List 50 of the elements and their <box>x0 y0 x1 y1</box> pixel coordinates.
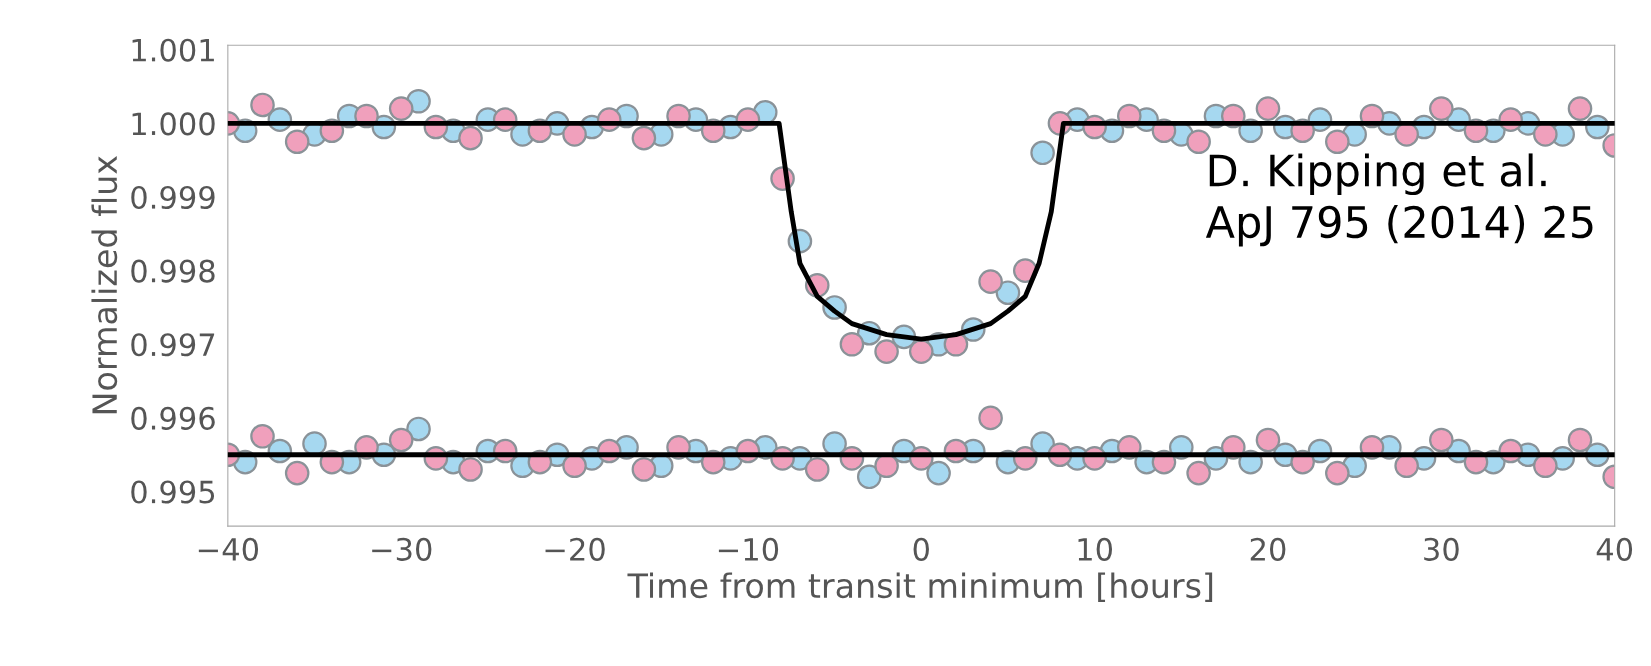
point <box>250 92 275 118</box>
point <box>978 269 1003 294</box>
point <box>284 129 310 155</box>
point <box>908 339 934 364</box>
point <box>839 331 865 357</box>
point <box>250 424 275 449</box>
point <box>995 280 1021 306</box>
point <box>388 96 414 121</box>
x-tick-label: −10 <box>718 537 779 561</box>
point <box>631 457 657 482</box>
y-tick-label: 0.997 <box>131 333 215 357</box>
x-axis-title: Time from transit minimum [hours] <box>627 572 1213 603</box>
point <box>631 125 657 151</box>
x-tick-label: 10 <box>1078 537 1113 561</box>
point <box>1325 129 1350 155</box>
y-tick-label: 0.995 <box>131 480 215 504</box>
point <box>926 460 951 486</box>
point <box>1429 96 1454 121</box>
point <box>1429 427 1454 453</box>
point <box>804 457 830 482</box>
point <box>458 125 483 151</box>
y-tick-label: 0.996 <box>131 406 215 430</box>
x-tick-label: 40 <box>1596 537 1633 561</box>
point <box>1567 96 1593 121</box>
point <box>406 416 431 442</box>
point <box>1255 427 1281 453</box>
point <box>1186 129 1211 155</box>
x-tick-label: 0 <box>913 537 929 561</box>
point <box>458 457 483 482</box>
point <box>874 339 899 364</box>
x-tick-label: −40 <box>198 537 259 561</box>
point <box>1186 460 1211 486</box>
point <box>1030 140 1055 166</box>
y-tick-label: 1.001 <box>132 38 214 62</box>
x-tick-label: −30 <box>372 537 432 561</box>
point <box>1567 427 1593 453</box>
point <box>1325 460 1350 486</box>
text: 1.000 <box>132 112 215 136</box>
y-tick-label: 0.999 <box>131 185 215 210</box>
annotation: D. Kipping et al. ApJ 795 (2014) 25 <box>1205 153 1593 247</box>
x-tick-label: −20 <box>545 537 605 561</box>
y-tick-label: 0.998 <box>131 259 215 283</box>
x-tick-label: 20 <box>1250 537 1286 561</box>
point <box>388 427 414 453</box>
point <box>978 405 1003 431</box>
point <box>856 464 882 490</box>
point <box>1255 96 1281 121</box>
point <box>284 460 310 486</box>
x-tick-label: 30 <box>1424 537 1459 561</box>
y-axis-title: Normalized flux <box>91 156 118 414</box>
